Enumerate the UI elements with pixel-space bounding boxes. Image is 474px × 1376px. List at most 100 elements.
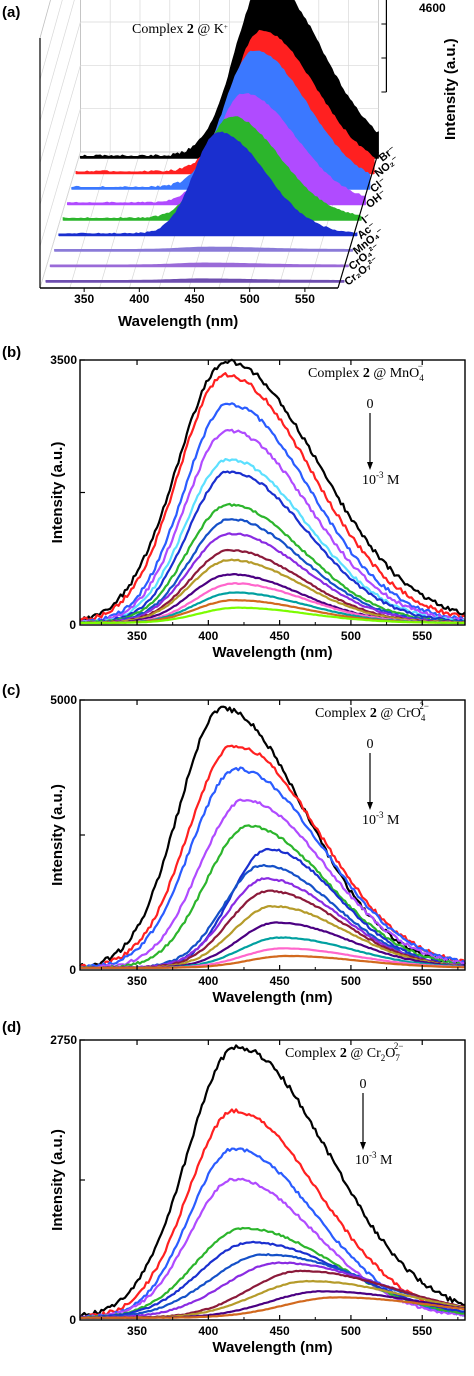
panel-a-z-max-tick: 4600 [419,1,446,15]
complex-annotation: Complex 2 @ Cr2O72− [285,1041,403,1063]
panel-c: (c) 350 400 450 500 550 5000 0 Wavelength (nm) In… [2,682,466,1006]
x-tick-label: 350 [127,629,147,643]
panel-d: (d) 350 400 450 500 550 2750 0 Wavelength (nm) In… [2,1019,466,1356]
spectrum-line [79,428,466,624]
x-tick-label: 450 [185,292,205,306]
y-tick-label: 2750 [50,1033,77,1047]
annotation-suffix: @ MnO [370,366,419,381]
y-tick-label: 0 [69,1313,76,1327]
spectrum-area [54,246,354,252]
annotation-sub2: 7 [395,1053,400,1063]
arrow-end-unit: M [377,1153,394,1168]
spectrum-line [79,358,466,623]
annotation-prefix: Complex [315,706,370,721]
panel-a-spectra [45,0,379,283]
x-tick-label: 550 [412,629,432,643]
panel-label-a: (a) [2,4,20,21]
annotation-bold: 2 [363,366,370,381]
arrow-end-base: 10 [362,813,376,828]
x-tick-label: 350 [74,292,94,306]
x-tick-label: 550 [295,292,315,306]
grid-line [39,108,81,247]
arrow-end-base: 10 [362,473,376,488]
spectrum-line [79,502,466,624]
series-group [79,705,466,969]
arrow-head [367,462,373,470]
arrow-end-label: 10-3 M [362,470,400,488]
grid-line [39,21,81,164]
spectrum-line [79,766,466,969]
arrow-head [367,802,373,810]
arrow-end-label: 10-3 M [355,1150,393,1168]
annotation-bold: 2 [370,706,377,721]
spectrum-line [79,532,466,624]
x-tick-label: 350 [127,974,147,988]
x-tick-label: 400 [198,1324,218,1338]
spectrum-line [79,824,466,969]
y-tick-label: 3500 [50,353,77,367]
annotation-sup: 2− [394,1041,404,1051]
annotation-prefix: Complex [308,366,363,381]
x-axis-label: Wavelength (nm) [212,1339,332,1356]
series-group [79,358,466,624]
grid-line [39,0,75,122]
y-tick-label: 5000 [50,693,77,707]
arrow-end-exp: -3 [376,810,384,820]
x-tick-label: 450 [270,974,290,988]
depth-axis-line [337,151,379,289]
panel-a-axes [39,0,387,289]
spectrum-area [45,278,345,283]
panel-label-b: (b) [2,344,21,361]
x-tick-label: 500 [341,974,361,988]
annotation-prefix: Complex [285,1046,340,1061]
spectrum-line [79,458,466,624]
grid-line [39,0,63,80]
arrow-end-exp: -3 [369,1150,377,1160]
panel-a-x-ticks: 350 400 450 500 550 [74,288,315,306]
annotation-suffix: @ Cr [347,1046,381,1061]
spectrum-line [79,705,466,969]
annotation-sub: 4 [421,713,426,723]
x-tick-label: 450 [270,629,290,643]
arrow-end-unit: M [384,473,401,488]
complex-annotation: Complex 2 @ CrO4 2− [315,701,429,723]
arrow-start-label: 0 [367,397,374,412]
ion-label: OH⁻ [364,188,389,211]
annotation-mid: O [385,1046,395,1061]
x-tick-label: 550 [412,1324,432,1338]
annotation-suffix: @ CrO [377,706,421,721]
spectrum-line [79,470,466,624]
annotation-sup: 2− [419,701,429,711]
y-axis-label: Intensity (a.u.) [49,1129,66,1231]
arrow-head [360,1142,366,1150]
grid-line [39,151,81,289]
x-axis-label: Wavelength (nm) [212,644,332,661]
arrow-end-label: 10-3 M [362,810,400,828]
annotation-sup: − [418,361,423,371]
spectrum-line [79,1253,465,1319]
grid-line [39,65,81,205]
panel-b: (b) 350 400 450 500 550 3500 0 Wavelength (nm) In… [2,344,466,661]
spectrum-line [79,744,466,969]
annotation-sub: 2 [381,1053,386,1063]
spectrum-area [49,262,349,267]
y-tick-label: 0 [69,963,76,977]
x-tick-label: 500 [240,292,260,306]
x-tick-label: 500 [341,1324,361,1338]
spectrum-line [79,1044,466,1319]
panel-label-d: (d) [2,1019,21,1036]
x-tick-label: 450 [270,1324,290,1338]
x-tick-label: 400 [198,629,218,643]
spectrum-line [79,798,466,969]
spectrum-line [79,402,466,624]
spectrum-line [79,1296,466,1319]
arrow-end-unit: M [384,813,401,828]
spectrum-area [58,131,358,236]
series-group [79,1044,466,1319]
plot-frame [79,699,466,971]
complex-annotation: Complex 2 @ MnO4 − [308,361,424,383]
y-tick-label: 0 [69,618,76,632]
panel-label-c: (c) [2,682,20,699]
panel-a-z-axis-label: Intensity (a.u.) [442,38,459,140]
